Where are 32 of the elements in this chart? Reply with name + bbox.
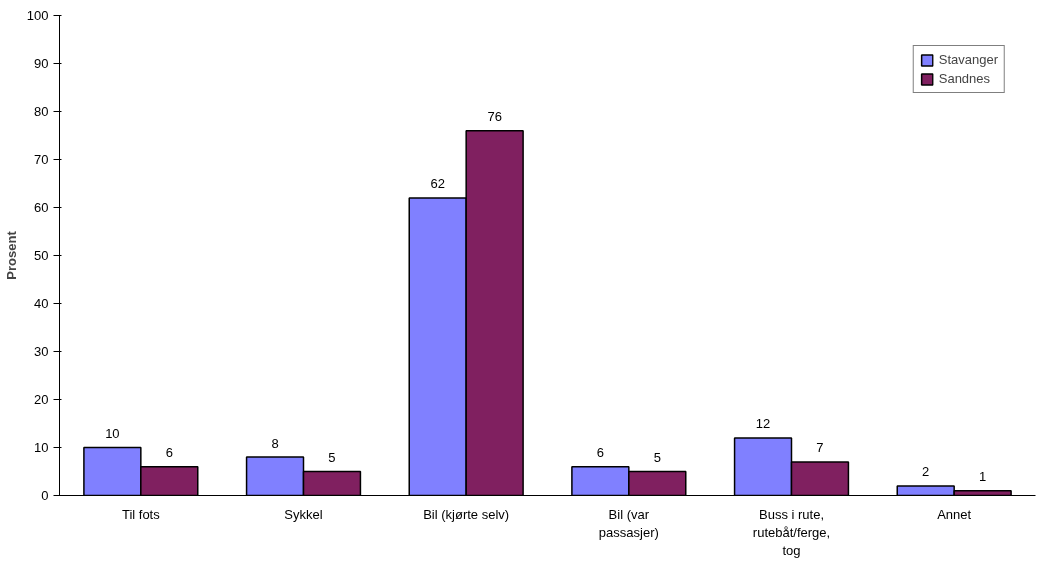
x-tick-label: Bil (var passasjer) (598, 506, 659, 540)
data-label: 76 (487, 109, 502, 125)
x-tick-label: Til fots (121, 506, 161, 522)
y-tick-label: 30 (34, 344, 49, 359)
y-tick-label: 60 (34, 200, 49, 215)
data-label: 6 (596, 445, 604, 461)
data-label: 7 (816, 440, 824, 456)
y-tick-label: 20 (34, 392, 49, 407)
x-tick-label: Annet (937, 506, 972, 522)
data-label: 62 (430, 176, 445, 192)
data-label: 1 (979, 469, 987, 485)
y-tick-label: 70 (34, 152, 49, 167)
data-label: 8 (271, 435, 279, 451)
x-tick-label: Bil (kjørte selv) (423, 506, 510, 522)
legend-label: Sandnes (938, 71, 991, 86)
y-tick-label: 80 (34, 104, 49, 119)
data-label: 12 (755, 416, 771, 432)
y-tick-label: 100 (26, 8, 49, 23)
data-label: 5 (328, 449, 336, 465)
y-tick-label: 10 (34, 440, 49, 455)
y-axis-title: Prosent (3, 230, 19, 280)
y-tick-label: 40 (34, 296, 49, 311)
data-label: 2 (922, 464, 930, 480)
y-tick-label: 50 (34, 248, 49, 263)
legend-label: Stavanger (938, 52, 998, 67)
x-tick-label: Buss i rute, rutebåt/ferge, tog (752, 506, 831, 558)
y-tick-label: 90 (34, 56, 49, 71)
data-label: 6 (165, 445, 173, 461)
data-label: 5 (653, 449, 661, 465)
x-tick-label: Sykkel (284, 506, 323, 522)
y-tick-label: 0 (41, 488, 49, 503)
data-label: 10 (105, 425, 120, 441)
